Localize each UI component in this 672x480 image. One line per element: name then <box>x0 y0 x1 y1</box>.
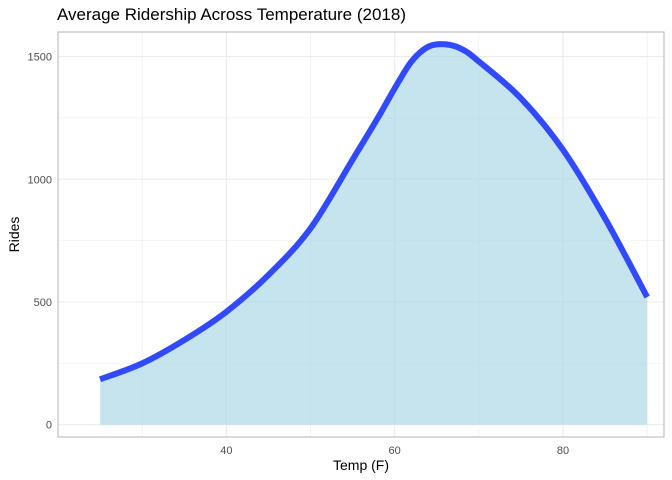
x-axis-title: Temp (F) <box>333 457 389 473</box>
area-fill <box>100 44 648 425</box>
series-line <box>99 41 650 383</box>
panel-border <box>57 31 665 438</box>
y-tick-label: 0 <box>46 420 52 432</box>
x-tick-label: 60 <box>389 445 401 457</box>
x-axis-ticks: 40 60 80 <box>220 445 569 457</box>
y-tick-label: 500 <box>34 297 52 309</box>
y-tick-label: 1000 <box>28 174 52 186</box>
y-tick-label: 1500 <box>28 52 52 64</box>
chart-title: Average Ridership Across Temperature (20… <box>57 5 406 24</box>
x-tick-label: 80 <box>557 445 569 457</box>
x-tick-label: 40 <box>220 445 232 457</box>
y-axis-ticks: 0 500 1000 1500 <box>28 52 52 432</box>
y-axis-title: Rides <box>6 217 22 253</box>
